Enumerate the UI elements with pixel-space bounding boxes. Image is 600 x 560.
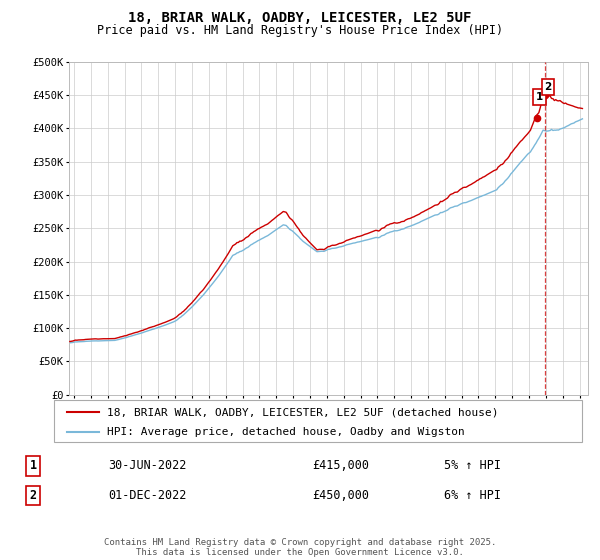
Text: 5% ↑ HPI: 5% ↑ HPI [444,459,501,473]
Text: 2: 2 [545,82,552,92]
Text: £415,000: £415,000 [312,459,369,473]
Text: 01-DEC-2022: 01-DEC-2022 [108,489,187,502]
Text: 1: 1 [536,92,543,102]
Text: 1: 1 [29,459,37,473]
Text: 30-JUN-2022: 30-JUN-2022 [108,459,187,473]
Text: Price paid vs. HM Land Registry's House Price Index (HPI): Price paid vs. HM Land Registry's House … [97,24,503,36]
Text: Contains HM Land Registry data © Crown copyright and database right 2025.
This d: Contains HM Land Registry data © Crown c… [104,538,496,557]
Text: 18, BRIAR WALK, OADBY, LEICESTER, LE2 5UF (detached house): 18, BRIAR WALK, OADBY, LEICESTER, LE2 5U… [107,407,499,417]
Text: 6% ↑ HPI: 6% ↑ HPI [444,489,501,502]
Text: 2: 2 [29,489,37,502]
Text: £450,000: £450,000 [312,489,369,502]
FancyBboxPatch shape [54,400,582,442]
Text: 18, BRIAR WALK, OADBY, LEICESTER, LE2 5UF: 18, BRIAR WALK, OADBY, LEICESTER, LE2 5U… [128,11,472,25]
Text: HPI: Average price, detached house, Oadby and Wigston: HPI: Average price, detached house, Oadb… [107,427,464,437]
